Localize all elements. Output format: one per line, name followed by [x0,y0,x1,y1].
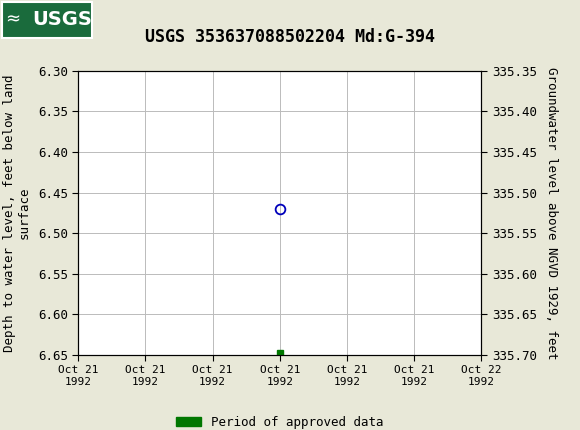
Text: USGS: USGS [32,10,92,30]
Bar [2,3,92,37]
Text: ≈: ≈ [5,10,20,28]
Legend: Period of approved data: Period of approved data [171,411,389,430]
Y-axis label: Groundwater level above NGVD 1929, feet: Groundwater level above NGVD 1929, feet [545,67,558,359]
Text: USGS 353637088502204 Md:G-394: USGS 353637088502204 Md:G-394 [145,28,435,46]
Y-axis label: Depth to water level, feet below land
surface: Depth to water level, feet below land su… [3,74,31,352]
